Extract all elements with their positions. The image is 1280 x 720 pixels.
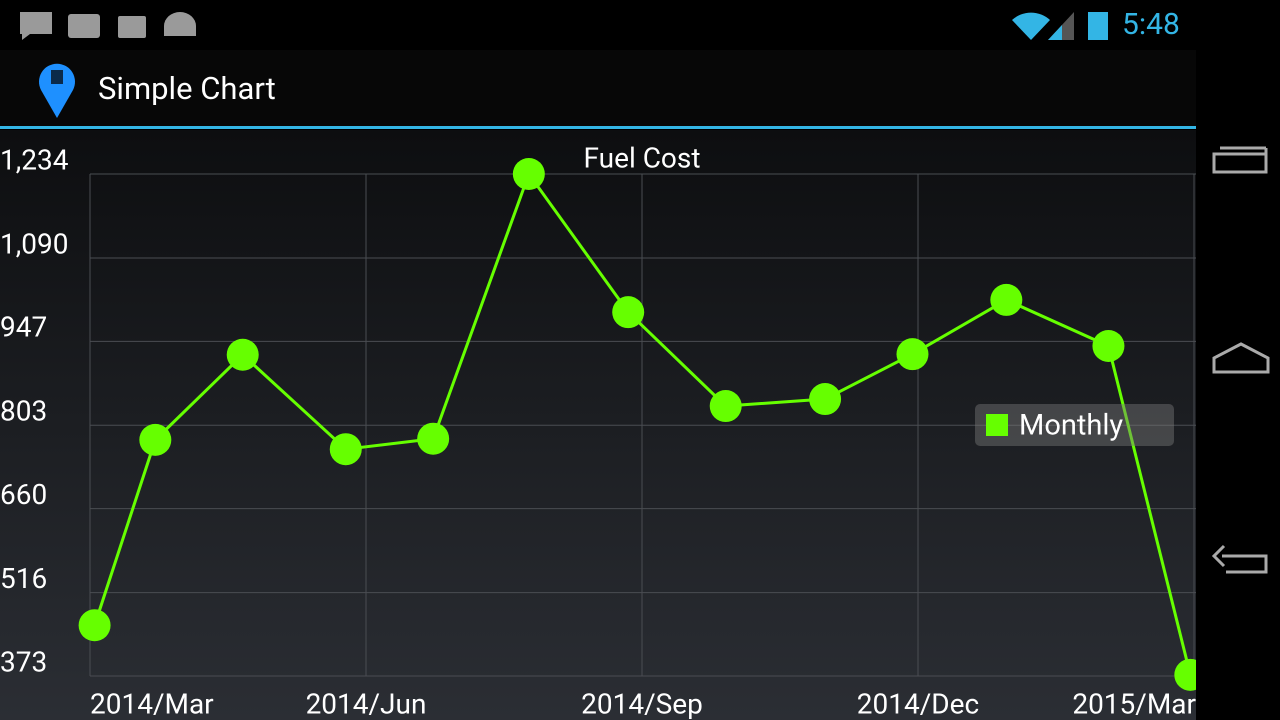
data-point	[709, 390, 742, 423]
data-point	[512, 158, 545, 190]
y-tick-label: 1,234	[0, 143, 69, 176]
x-tick-label: 2014/Jun	[306, 687, 427, 720]
data-point	[139, 423, 172, 456]
y-tick-label: 660	[0, 478, 47, 511]
data-point	[990, 283, 1023, 316]
action-bar-divider	[0, 126, 1196, 129]
task-icon	[68, 14, 100, 38]
battery-icon	[1088, 12, 1108, 40]
wifi-icon	[1012, 12, 1050, 41]
legend-box	[975, 404, 1174, 446]
y-tick-label: 1,090	[0, 227, 68, 260]
android-icon	[164, 12, 196, 36]
app-icon-pump	[51, 70, 63, 84]
signal-icon	[1048, 12, 1074, 40]
y-tick-label: 516	[0, 562, 47, 595]
data-point	[226, 338, 259, 371]
app-icon[interactable]	[39, 63, 76, 118]
navigation-bar	[1196, 0, 1280, 720]
recent-apps-button[interactable]	[1212, 146, 1268, 174]
nav-buttons	[1211, 146, 1270, 574]
data-point	[78, 609, 111, 642]
system-icons: 5:48	[1012, 7, 1180, 42]
legend-swatch	[986, 414, 1008, 436]
notification-icons	[20, 12, 196, 40]
x-tick-label: 2014/Mar	[90, 687, 214, 720]
data-point	[1092, 329, 1125, 362]
x-tick-label: 2014/Dec	[857, 687, 979, 720]
chart-title: Fuel Cost	[583, 141, 700, 174]
data-point	[809, 383, 842, 416]
data-point	[417, 422, 450, 455]
status-time: 5:48	[1122, 7, 1180, 42]
data-point	[612, 296, 645, 329]
status-bar	[0, 0, 1196, 50]
chart: Fuel Cost 373 516 660 803 947 1,090 1,234 2014/M…	[0, 141, 1207, 720]
legend-label: Monthly	[1019, 409, 1123, 443]
back-button[interactable]	[1211, 544, 1268, 574]
data-point	[896, 338, 929, 371]
message-icon	[20, 12, 52, 40]
home-button[interactable]	[1212, 342, 1270, 374]
x-tick-label: 2015/Mar	[1072, 687, 1196, 720]
y-tick-label: 947	[0, 311, 47, 344]
action-bar	[0, 50, 1196, 127]
data-point	[329, 433, 362, 466]
y-tick-label: 373	[0, 645, 47, 678]
media-icon	[118, 16, 146, 38]
app-title: Simple Chart	[98, 70, 276, 107]
y-tick-label: 803	[0, 395, 47, 428]
signal-level	[1048, 25, 1062, 40]
x-tick-label: 2014/Sep	[581, 687, 703, 720]
